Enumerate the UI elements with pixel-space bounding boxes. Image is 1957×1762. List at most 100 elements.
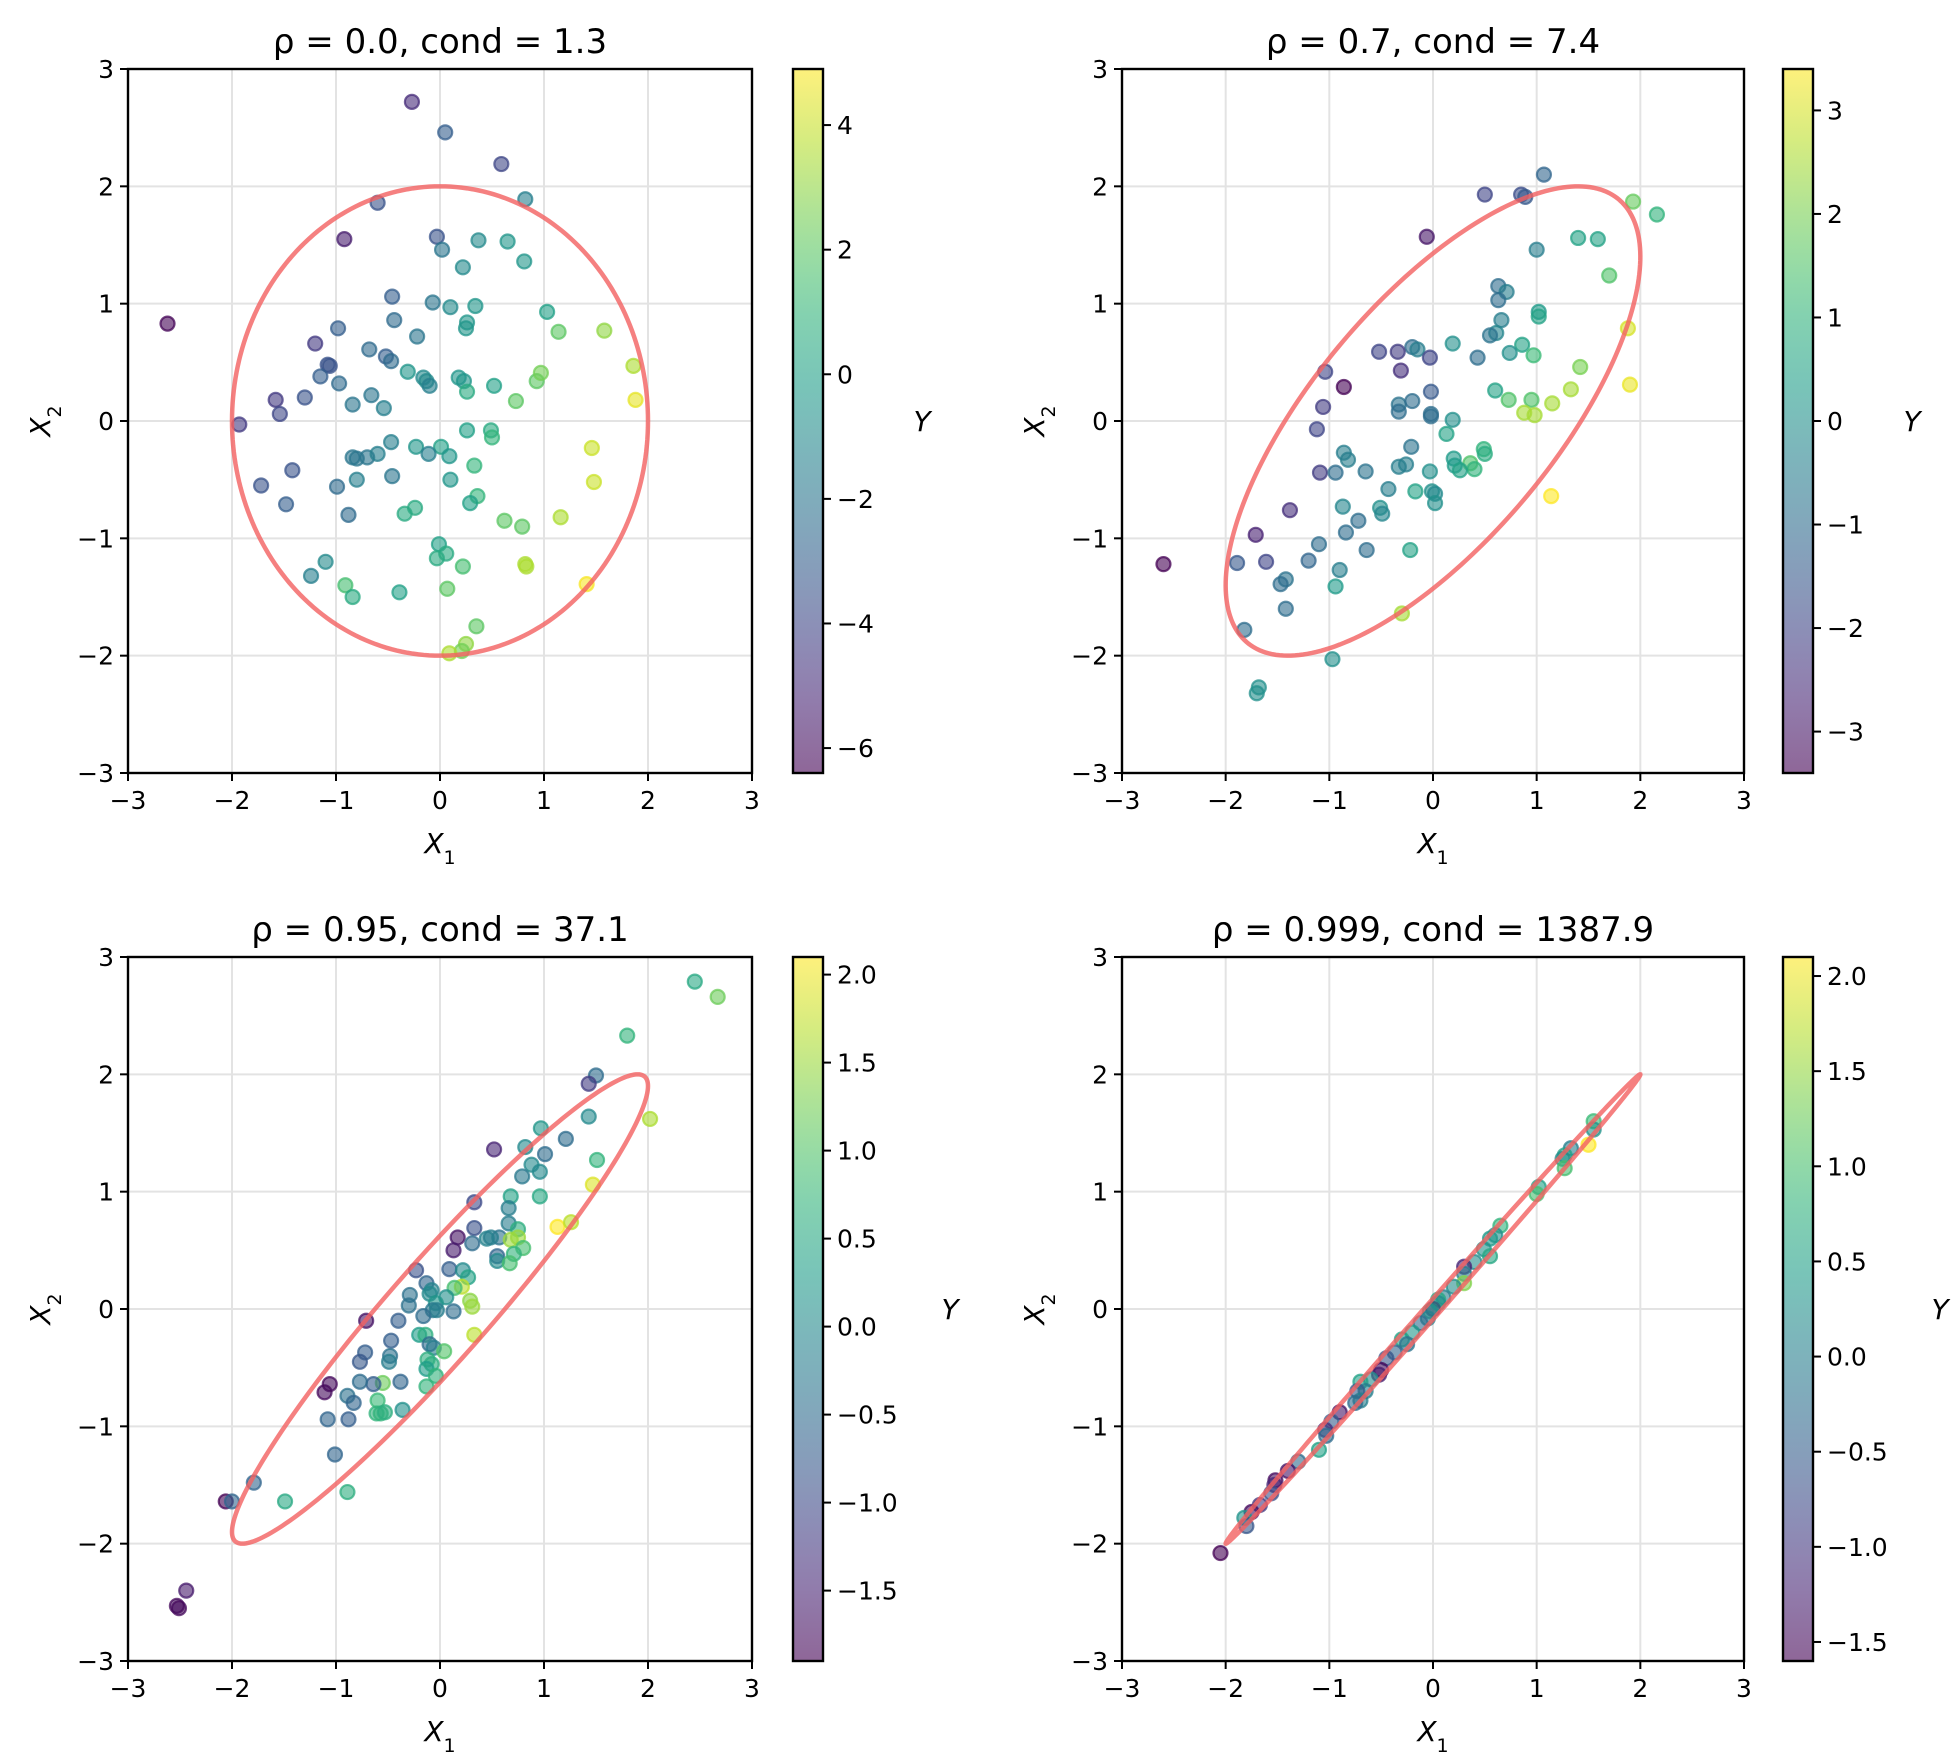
- y-tick-label: −2: [1071, 642, 1108, 671]
- colorbar-tick-label: 0: [837, 360, 853, 389]
- colorbar-tick-label: −2: [837, 485, 874, 514]
- x-tick-label: 3: [744, 1674, 760, 1703]
- scatter-point: [383, 353, 400, 370]
- x-tick-label: −1: [1311, 786, 1348, 815]
- x-tick-label: 1: [1529, 1674, 1545, 1703]
- y-tick-label: −3: [77, 759, 114, 788]
- y-tick-label: −2: [77, 1530, 114, 1559]
- scatter-point: [319, 1411, 336, 1428]
- scatter-point: [1402, 541, 1419, 559]
- x-tick-label: 2: [640, 1674, 656, 1703]
- y-axis-label: X2: [24, 405, 66, 438]
- scatter-point: [518, 558, 535, 575]
- scatter-point: [709, 988, 726, 1005]
- scatter-point: [454, 558, 471, 575]
- x-tick-label: 2: [1632, 786, 1648, 815]
- scatter-point: [499, 233, 516, 250]
- scatter-point: [351, 1373, 369, 1390]
- scatter-point: [403, 93, 421, 110]
- x-tick-label: 0: [1425, 786, 1441, 815]
- scatter-point: [1451, 462, 1469, 479]
- scatter-point: [470, 232, 487, 249]
- colorbar: −1.5 −1.0 −0.5 0.0 0.5 1.0 1.5 2.0 Y: [1781, 955, 1950, 1663]
- x-tick-label: −1: [318, 786, 355, 815]
- scatter-point: [1247, 526, 1264, 543]
- colorbar-tick-label: 4: [837, 111, 853, 140]
- colorbar-tick-label: −0.5: [1827, 1438, 1888, 1467]
- y-tick-label: −1: [77, 1412, 114, 1441]
- scatter-point: [1403, 438, 1420, 455]
- y-axis-label: X2: [1018, 1293, 1060, 1326]
- subplot-rho-0.7: ρ = 0.7, cond = 7.4−3−3−2−2−1−100112233X…: [1018, 22, 1922, 869]
- colorbar-tick-label: 2: [1827, 200, 1843, 229]
- scatter-point: [1487, 382, 1504, 399]
- scatter-point: [384, 468, 401, 485]
- y-tick-label: −2: [1071, 1530, 1108, 1559]
- scatter-point: [1155, 556, 1172, 573]
- x-tick-label: −3: [1104, 786, 1141, 815]
- scatter-point: [1562, 381, 1579, 398]
- y-tick-label: 1: [98, 1178, 114, 1207]
- scatter-point: [1327, 464, 1344, 481]
- colorbar-tick-label: −3: [1827, 718, 1864, 747]
- scatter-point: [1331, 561, 1348, 579]
- colorbar-tick-label: 0: [1827, 407, 1843, 436]
- scatter-point: [514, 518, 531, 535]
- confidence-ellipse: [229, 184, 651, 658]
- scatter-point: [483, 429, 501, 446]
- x-tick-label: −1: [318, 1674, 355, 1703]
- scatter-point: [619, 1027, 636, 1044]
- scatter-point: [421, 377, 438, 394]
- scatter-point: [344, 588, 361, 606]
- scatter-point: [531, 1163, 548, 1180]
- y-tick-label: −1: [77, 524, 114, 553]
- scatter-point: [428, 1302, 445, 1319]
- scatter-point: [1523, 391, 1540, 408]
- scatter-point: [458, 422, 476, 439]
- y-tick-label: 2: [98, 1060, 114, 1089]
- scatter-point: [365, 1375, 382, 1393]
- scatter-point: [267, 391, 284, 408]
- scatter-point: [1621, 376, 1639, 393]
- x-tick-label: 1: [536, 786, 552, 815]
- x-tick-label: 3: [744, 786, 760, 815]
- scatter-point: [1358, 541, 1375, 559]
- scatter-point: [1311, 464, 1329, 481]
- x-tick-label: −2: [214, 786, 251, 815]
- y-tick-label: 0: [98, 407, 114, 436]
- subplot-title: ρ = 0.0, cond = 1.3: [273, 22, 607, 62]
- x-tick-label: −3: [110, 1674, 147, 1703]
- scatter-point: [420, 445, 437, 462]
- x-tick-label: 2: [1632, 1674, 1648, 1703]
- scatter-point: [375, 399, 392, 417]
- scatter-point: [1310, 536, 1328, 553]
- scatter-point: [516, 253, 533, 270]
- scatter-point: [319, 356, 336, 373]
- y-tick-label: −1: [1071, 1412, 1108, 1441]
- scatter-point: [253, 477, 270, 494]
- scatter-point: [458, 383, 476, 400]
- scatter-point: [312, 368, 329, 385]
- scatter-point: [445, 1303, 462, 1320]
- scatter-point: [1337, 524, 1355, 541]
- scatter-point: [1357, 463, 1374, 480]
- scatter-point: [627, 391, 644, 408]
- scatter-point: [466, 457, 483, 474]
- colorbar-tick-label: 1.0: [837, 1137, 877, 1166]
- scatter-point: [1390, 403, 1407, 420]
- scatter-point: [170, 1600, 188, 1617]
- scatter-point: [394, 1401, 411, 1419]
- scatter-point: [427, 1367, 444, 1384]
- scatter-point: [345, 1394, 362, 1411]
- scatter-point: [1418, 228, 1435, 245]
- x-tick-label: 0: [432, 786, 448, 815]
- scatter-point: [445, 1242, 462, 1259]
- scatter-point: [1572, 358, 1589, 376]
- scatter-point: [361, 341, 378, 358]
- scatter-point: [1648, 206, 1666, 223]
- scatter-point: [531, 1188, 548, 1205]
- scatter-point: [500, 1199, 517, 1217]
- scatter-point: [441, 448, 458, 465]
- scatter-point: [386, 311, 403, 329]
- x-tick-label: −1: [1311, 1674, 1348, 1703]
